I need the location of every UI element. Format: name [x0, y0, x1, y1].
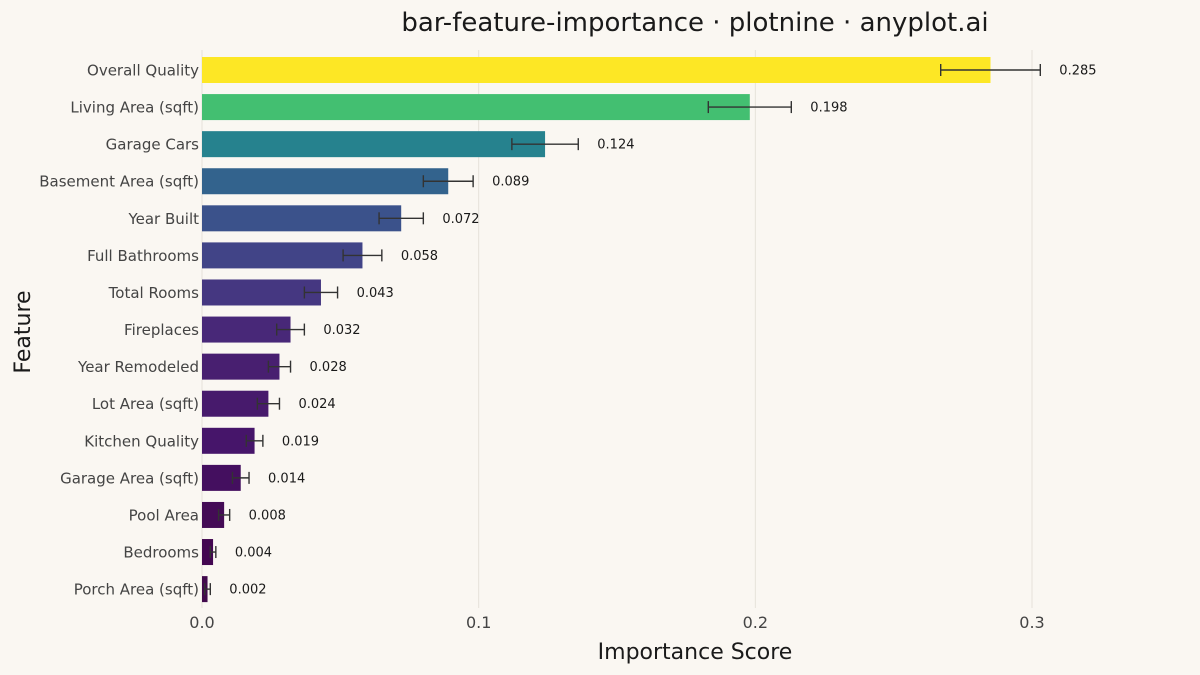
bars: [202, 57, 991, 603]
x-tick-labels: 0.0 0.1 0.2 0.3: [189, 613, 1044, 632]
error-bars: [204, 64, 1042, 596]
bar: [202, 131, 546, 158]
category-label: Garage Cars: [106, 136, 200, 154]
category-label: Full Bathrooms: [87, 247, 199, 265]
value-label: 0.019: [282, 434, 319, 449]
category-label: Pool Area: [129, 506, 199, 524]
category-label: Living Area (sqft): [70, 99, 199, 117]
category-label: Year Built: [127, 210, 199, 228]
value-label: 0.008: [249, 508, 286, 523]
bar: [202, 353, 280, 380]
y-axis-title: Feature: [11, 290, 36, 373]
bar: [202, 501, 225, 528]
category-label: Year Remodeled: [77, 358, 199, 376]
value-label: 0.002: [229, 583, 266, 598]
value-label: 0.058: [401, 249, 438, 264]
x-tick-label: 0.2: [743, 613, 768, 632]
bar: [202, 94, 750, 121]
error-bar: [303, 286, 339, 299]
value-label: 0.032: [323, 323, 360, 338]
error-bar: [422, 175, 474, 188]
value-label: 0.028: [310, 360, 347, 375]
value-label: 0.024: [298, 397, 335, 412]
bar: [202, 539, 214, 566]
x-tick-label: 0.0: [189, 613, 214, 632]
error-bar: [511, 138, 579, 151]
error-bar: [378, 212, 425, 225]
x-axis-title: Importance Score: [598, 640, 793, 665]
chart-title: bar-feature-importance · plotnine · anyp…: [401, 8, 988, 38]
x-tick-label: 0.3: [1019, 613, 1044, 632]
error-bar: [231, 471, 250, 484]
category-label: Lot Area (sqft): [92, 395, 199, 413]
error-bar: [267, 360, 292, 373]
bar: [202, 168, 449, 195]
error-bar: [940, 64, 1042, 76]
category-label: Overall Quality: [87, 62, 199, 80]
error-bar: [204, 583, 212, 596]
value-label: 0.072: [442, 212, 479, 227]
error-bar: [209, 546, 217, 559]
bar: [202, 57, 991, 83]
bar: [202, 316, 291, 343]
error-bar: [276, 323, 306, 336]
value-label: 0.043: [357, 286, 394, 301]
category-label: Basement Area (sqft): [39, 173, 199, 191]
error-bar: [342, 249, 383, 262]
value-label: 0.285: [1059, 64, 1096, 79]
category-label: Garage Area (sqft): [60, 469, 199, 487]
value-label: 0.089: [492, 175, 529, 190]
category-labels: Overall Quality Living Area (sqft) Garage …: [39, 62, 199, 599]
bar: [202, 205, 402, 232]
error-bar: [256, 397, 281, 410]
error-bar: [245, 434, 264, 447]
category-label: Total Rooms: [108, 284, 200, 302]
category-label: Fireplaces: [124, 321, 199, 339]
value-label: 0.198: [810, 101, 847, 116]
value-label: 0.014: [268, 471, 305, 486]
category-label: Kitchen Quality: [84, 432, 199, 450]
x-tick-label: 0.1: [466, 613, 491, 632]
value-labels: 0.285 0.198 0.124 0.089 0.072 0.058 0.043 0.032…: [229, 64, 1096, 598]
value-label: 0.004: [235, 546, 272, 561]
error-bar: [707, 101, 792, 114]
bar: [202, 242, 363, 269]
bar: [202, 279, 321, 306]
value-label: 0.124: [597, 138, 634, 153]
error-bar: [217, 508, 231, 521]
category-label: Bedrooms: [123, 544, 199, 562]
category-label: Porch Area (sqft): [74, 581, 199, 599]
